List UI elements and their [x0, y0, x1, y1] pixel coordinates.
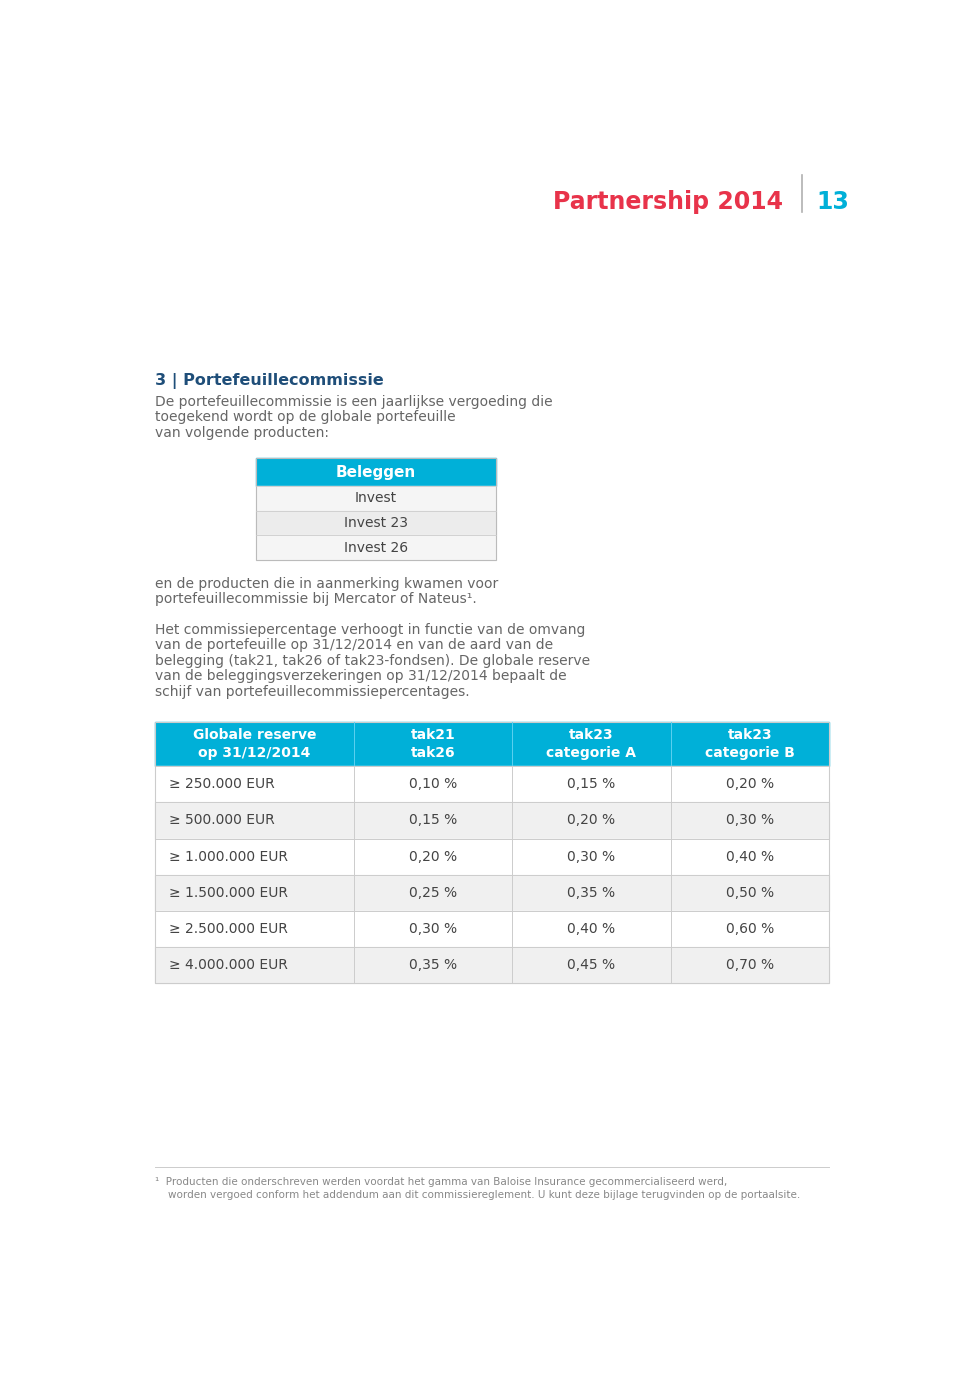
Text: schijf van portefeuillecommissiepercentages.: schijf van portefeuillecommissiepercenta…: [155, 684, 469, 698]
Text: 0,10 %: 0,10 %: [409, 777, 457, 791]
Bar: [255, 458, 496, 560]
Bar: [155, 875, 354, 911]
Bar: [354, 875, 513, 911]
Text: van de portefeuille op 31/12/2014 en van de aard van de: van de portefeuille op 31/12/2014 en van…: [155, 639, 553, 653]
Bar: [255, 486, 496, 511]
Bar: [155, 947, 354, 984]
Bar: [155, 911, 354, 947]
Text: van volgende producten:: van volgende producten:: [155, 426, 329, 440]
Text: 13: 13: [817, 190, 850, 214]
Bar: [354, 766, 513, 802]
Bar: [354, 911, 513, 947]
Text: van de beleggingsverzekeringen op 31/12/2014 bepaalt de: van de beleggingsverzekeringen op 31/12/…: [155, 669, 566, 683]
Bar: [255, 535, 496, 560]
Bar: [354, 722, 513, 766]
Bar: [354, 839, 513, 875]
Bar: [155, 766, 354, 802]
Bar: [513, 839, 671, 875]
Bar: [671, 911, 829, 947]
Bar: [671, 947, 829, 984]
Text: tak23
categorie B: tak23 categorie B: [705, 727, 795, 760]
Text: 0,45 %: 0,45 %: [567, 958, 615, 973]
Bar: [354, 802, 513, 839]
Bar: [513, 766, 671, 802]
Text: 0,15 %: 0,15 %: [409, 813, 457, 828]
Text: ≥ 4.000.000 EUR: ≥ 4.000.000 EUR: [169, 958, 288, 973]
Bar: [255, 511, 496, 535]
Text: 0,25 %: 0,25 %: [409, 886, 457, 900]
Text: toegekend wordt op de globale portefeuille: toegekend wordt op de globale portefeuil…: [155, 410, 455, 425]
Text: 0,15 %: 0,15 %: [567, 777, 615, 791]
Text: 3 | Portefeuillecommissie: 3 | Portefeuillecommissie: [155, 374, 384, 389]
Text: De portefeuillecommissie is een jaarlijkse vergoeding die: De portefeuillecommissie is een jaarlijk…: [155, 395, 553, 408]
Text: 0,40 %: 0,40 %: [567, 922, 615, 936]
Text: tak21
tak26: tak21 tak26: [411, 727, 455, 760]
Bar: [671, 875, 829, 911]
Bar: [671, 766, 829, 802]
Text: belegging (tak21, tak26 of tak23‑fondsen). De globale reserve: belegging (tak21, tak26 of tak23‑fondsen…: [155, 654, 590, 668]
Text: 0,35 %: 0,35 %: [567, 886, 615, 900]
Text: 0,50 %: 0,50 %: [726, 886, 774, 900]
Text: worden vergoed conform het addendum aan dit commissiereglement. U kunt deze bijl: worden vergoed conform het addendum aan …: [155, 1191, 800, 1201]
Text: 0,60 %: 0,60 %: [726, 922, 774, 936]
Text: portefeuillecommissie bij Mercator of Nateus¹.: portefeuillecommissie bij Mercator of Na…: [155, 592, 476, 606]
Bar: [671, 839, 829, 875]
Bar: [155, 722, 829, 984]
Text: 0,30 %: 0,30 %: [567, 850, 615, 864]
Text: 0,35 %: 0,35 %: [409, 958, 457, 973]
Bar: [155, 802, 354, 839]
Text: ¹  Producten die onderschreven werden voordat het gamma van Baloise Insurance ge: ¹ Producten die onderschreven werden voo…: [155, 1177, 727, 1187]
Bar: [354, 947, 513, 984]
Text: 0,30 %: 0,30 %: [409, 922, 457, 936]
Bar: [513, 947, 671, 984]
Text: 0,70 %: 0,70 %: [726, 958, 774, 973]
Text: tak23
categorie A: tak23 categorie A: [546, 727, 636, 760]
Text: 0,20 %: 0,20 %: [726, 777, 774, 791]
Text: 0,20 %: 0,20 %: [409, 850, 457, 864]
Text: ≥ 250.000 EUR: ≥ 250.000 EUR: [169, 777, 275, 791]
Text: ≥ 2.500.000 EUR: ≥ 2.500.000 EUR: [169, 922, 288, 936]
Text: Invest: Invest: [354, 491, 396, 505]
Text: ≥ 1.500.000 EUR: ≥ 1.500.000 EUR: [169, 886, 288, 900]
Text: 0,30 %: 0,30 %: [726, 813, 774, 828]
Text: 0,20 %: 0,20 %: [567, 813, 615, 828]
Text: ≥ 500.000 EUR: ≥ 500.000 EUR: [169, 813, 275, 828]
Bar: [155, 839, 354, 875]
Text: Globale reserve
op 31/12/2014: Globale reserve op 31/12/2014: [193, 727, 316, 760]
Bar: [255, 458, 496, 486]
Text: Invest 23: Invest 23: [344, 516, 408, 530]
Text: Het commissiepercentage verhoogt in functie van de omvang: Het commissiepercentage verhoogt in func…: [155, 622, 586, 638]
Bar: [671, 722, 829, 766]
Bar: [671, 802, 829, 839]
Bar: [513, 802, 671, 839]
Text: en de producten die in aanmerking kwamen voor: en de producten die in aanmerking kwamen…: [155, 577, 498, 591]
Bar: [155, 722, 354, 766]
Text: 0,40 %: 0,40 %: [726, 850, 774, 864]
Text: Partnership 2014: Partnership 2014: [553, 190, 782, 214]
Bar: [513, 722, 671, 766]
Text: ≥ 1.000.000 EUR: ≥ 1.000.000 EUR: [169, 850, 288, 864]
Text: Beleggen: Beleggen: [336, 465, 416, 480]
Bar: [513, 875, 671, 911]
Text: Invest 26: Invest 26: [344, 541, 408, 555]
Bar: [513, 911, 671, 947]
